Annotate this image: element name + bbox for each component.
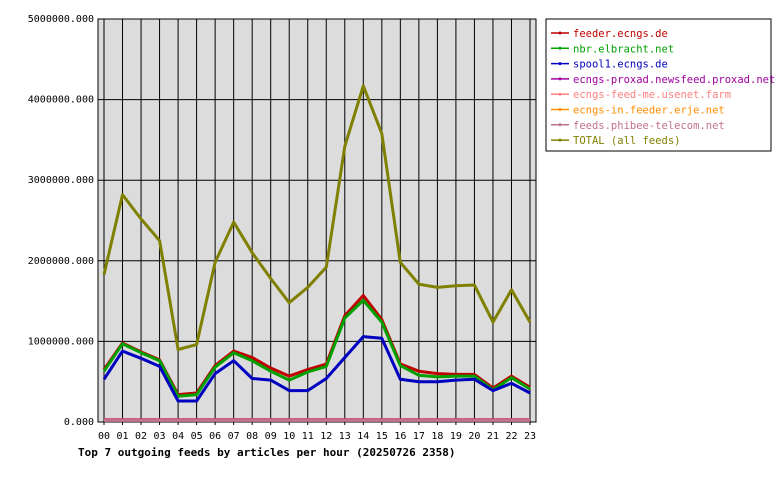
legend-marker [558, 77, 562, 81]
legend-marker [558, 62, 562, 66]
y-tick-label: 1000000.000 [28, 336, 94, 347]
legend-label: feeds.phibee-telecom.net [573, 120, 725, 132]
y-tick-label: 3000000.000 [28, 175, 94, 186]
y-tick-label: 0.000 [64, 417, 94, 428]
grid-lines [98, 18, 536, 423]
legend-marker [558, 138, 562, 142]
legend-label: ecngs-in.feeder.erje.net [573, 105, 725, 117]
x-tick-label: 20 [468, 431, 480, 442]
legend-label: ecngs-proxad.newsfeed.proxad.net [573, 74, 775, 86]
x-tick-label: 05 [191, 431, 203, 442]
x-tick-label: 09 [265, 431, 277, 442]
x-tick-label: 11 [302, 431, 314, 442]
y-tick-label: 2000000.000 [28, 256, 94, 267]
x-tick-label: 00 [98, 431, 110, 442]
legend-marker [558, 46, 562, 50]
legend-label: nbr.elbracht.net [573, 43, 674, 55]
x-tick-label: 12 [320, 431, 332, 442]
legend-marker [558, 123, 562, 127]
x-axis-ticks: 00 01 02 03 04 05 06 07 08 09 10 11 12 13 14 15 16 17 18 19… [98, 422, 536, 442]
x-tick-label: 10 [283, 431, 295, 442]
legend: feeder.ecngs.de nbr.elbracht.net spool1.ec… [545, 18, 775, 152]
x-tick-label: 01 [116, 431, 128, 442]
legend-box [545, 18, 772, 152]
legend-label: spool1.ecngs.de [573, 59, 668, 71]
x-tick-label: 21 [487, 431, 499, 442]
legend-label: TOTAL (all feeds) [573, 135, 680, 147]
x-tick-label: 14 [357, 431, 369, 442]
legend-marker [558, 108, 562, 111]
x-tick-label: 04 [172, 431, 184, 442]
legend-label: ecngs-feed-me.usenet.farm [573, 89, 731, 101]
x-tick-label: 02 [135, 431, 147, 442]
chart-title: Top 7 outgoing feeds by articles per hou… [78, 446, 456, 459]
legend-label: feeder.ecngs.de [573, 28, 668, 40]
x-tick-label: 13 [339, 431, 351, 442]
x-tick-label: 16 [394, 431, 406, 442]
x-tick-label: 18 [431, 431, 443, 442]
series-lines [102, 84, 532, 422]
plot-area [97, 18, 537, 423]
legend-marker [558, 31, 562, 35]
x-tick-label: 08 [246, 431, 258, 442]
y-tick-label: 4000000.000 [28, 95, 94, 106]
series-line [102, 298, 531, 398]
x-tick-label: 15 [376, 431, 388, 442]
x-tick-label: 07 [228, 431, 240, 442]
y-axis-ticks: 0.000 1000000.000 2000000.000 3000000.000 40… [28, 14, 94, 428]
x-tick-label: 22 [505, 431, 517, 442]
x-tick-label: 03 [154, 431, 166, 442]
x-tick-label: 17 [413, 431, 425, 442]
x-tick-label: 06 [209, 431, 221, 442]
x-tick-label: 19 [450, 431, 462, 442]
legend-marker [558, 92, 562, 96]
x-tick-label: 23 [524, 431, 536, 442]
series-line [102, 335, 531, 403]
y-tick-label: 5000000.000 [28, 14, 94, 25]
series-line [102, 84, 532, 351]
